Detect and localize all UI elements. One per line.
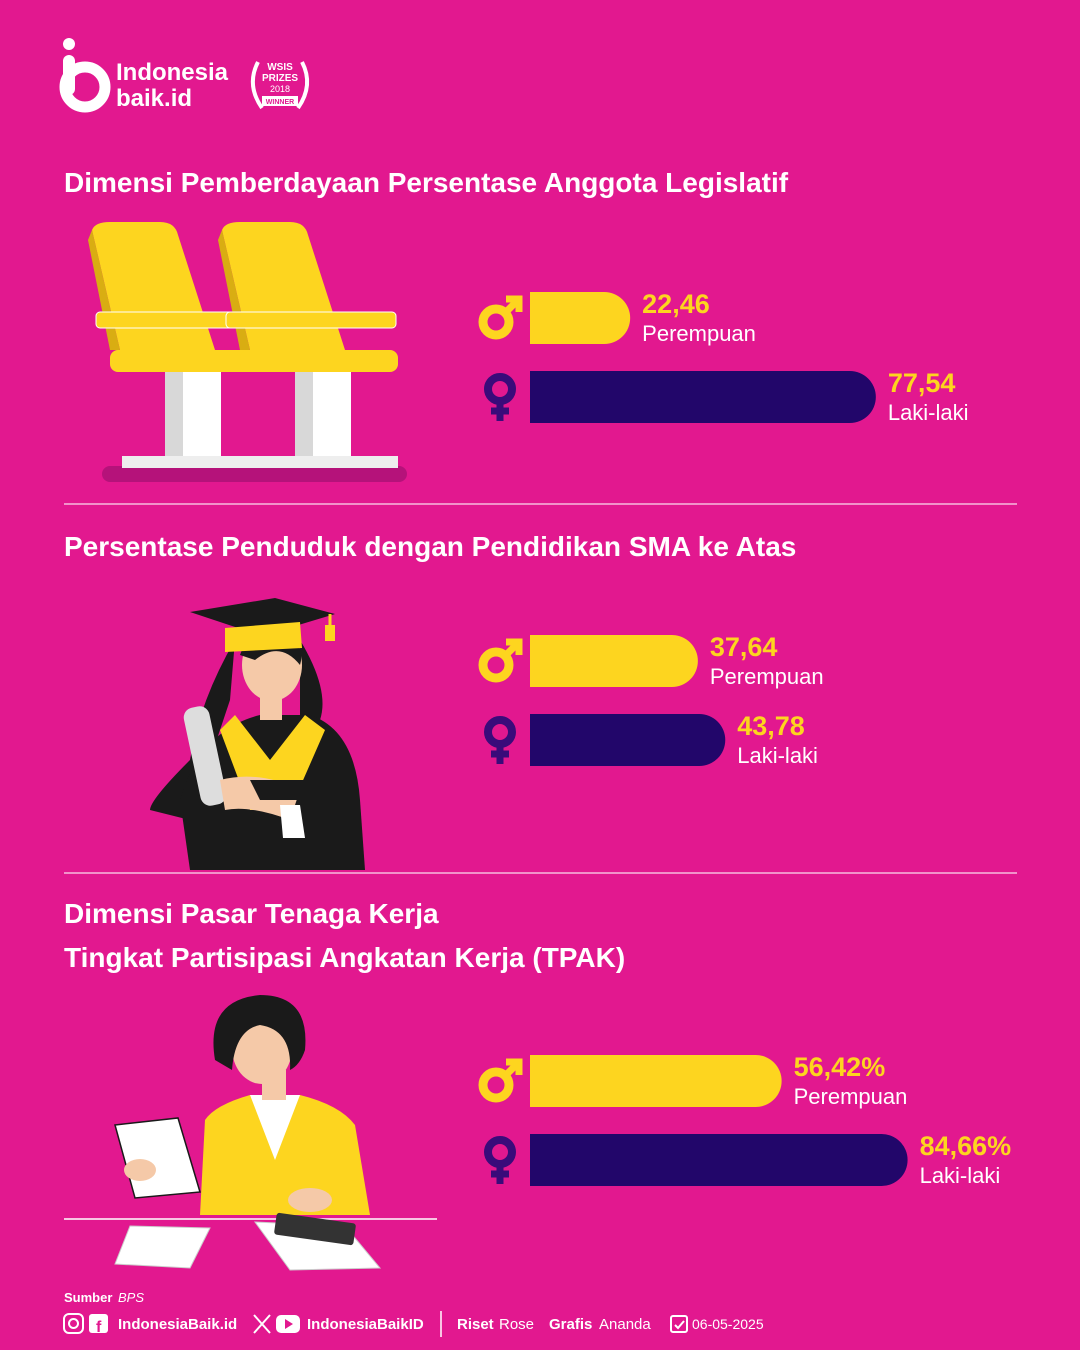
x-icon: [253, 1314, 271, 1334]
chart-title: Persentase Penduduk dengan Pendidikan SM…: [64, 531, 796, 562]
bar: [530, 635, 698, 687]
chart-subtitle: Tingkat Partisipasi Angkatan Kerja (TPAK…: [64, 942, 625, 973]
chart-title: Dimensi Pasar Tenaga Kerja: [64, 898, 439, 929]
instagram-icon: [63, 1313, 84, 1334]
footer: Sumber BPS f IndonesiaBaik.id IndonesiaB…: [63, 1290, 764, 1337]
graphics-label: Grafis: [549, 1316, 592, 1333]
graduate-illustration: [150, 598, 365, 870]
date: 06-05-2025: [692, 1316, 764, 1332]
category-label: Laki-laki: [737, 743, 818, 768]
research-label: Riset: [457, 1316, 494, 1333]
gender-icon: [478, 1067, 514, 1103]
bar: [530, 1134, 908, 1186]
source: BPS: [118, 1290, 144, 1305]
gender-icon: [491, 1164, 509, 1184]
gender-icon: [501, 638, 523, 660]
worker-illustration: [64, 995, 437, 1271]
gender-icon: [501, 1058, 523, 1080]
source-label: Sumber: [64, 1290, 112, 1305]
wsis-badge: WSIS PRIZES 2018 WINNER: [250, 61, 310, 110]
gender-icon: [491, 744, 509, 764]
graphics: Ananda: [599, 1316, 651, 1333]
bar: [530, 371, 876, 423]
bar: [530, 714, 726, 766]
gender-icon: [478, 304, 514, 340]
category-label: Perempuan: [710, 664, 824, 689]
chairs-illustration: [88, 222, 407, 482]
brand-line2: baik.id: [116, 85, 192, 112]
gender-icon: [478, 647, 514, 683]
category-label: Laki-laki: [920, 1163, 1001, 1188]
badge-line2: PRIZES: [262, 73, 298, 84]
facebook-icon: [89, 1314, 108, 1333]
bar: [530, 292, 631, 344]
value-label: 43,78: [737, 711, 805, 741]
value-label: 77,54: [888, 368, 956, 398]
badge-line4: WINNER: [266, 99, 294, 106]
gender-icon: [491, 401, 509, 421]
value-label: 84,66%: [920, 1131, 1012, 1161]
badge-line1: WSIS: [267, 62, 293, 73]
brand-line1: Indonesia: [116, 59, 229, 86]
category-label: Laki-laki: [888, 400, 969, 425]
category-label: Perempuan: [642, 321, 756, 346]
bar: [530, 1055, 782, 1107]
site: IndonesiaBaik.id: [118, 1316, 237, 1333]
logo: Indonesia baik.id: [59, 38, 229, 113]
category-label: Perempuan: [794, 1084, 908, 1109]
gender-icon: [501, 295, 523, 317]
chart-title: Dimensi Pemberdayaan Persentase Anggota …: [64, 167, 789, 198]
handle: IndonesiaBaikID: [307, 1316, 424, 1333]
badge-line3: 2018: [270, 84, 290, 94]
value-label: 22,46: [642, 289, 710, 319]
value-label: 37,64: [710, 632, 778, 662]
research: Rose: [499, 1316, 534, 1333]
svg-text:f: f: [96, 1319, 102, 1336]
calendar-icon: [670, 1315, 688, 1333]
value-label: 56,42%: [794, 1052, 886, 1082]
